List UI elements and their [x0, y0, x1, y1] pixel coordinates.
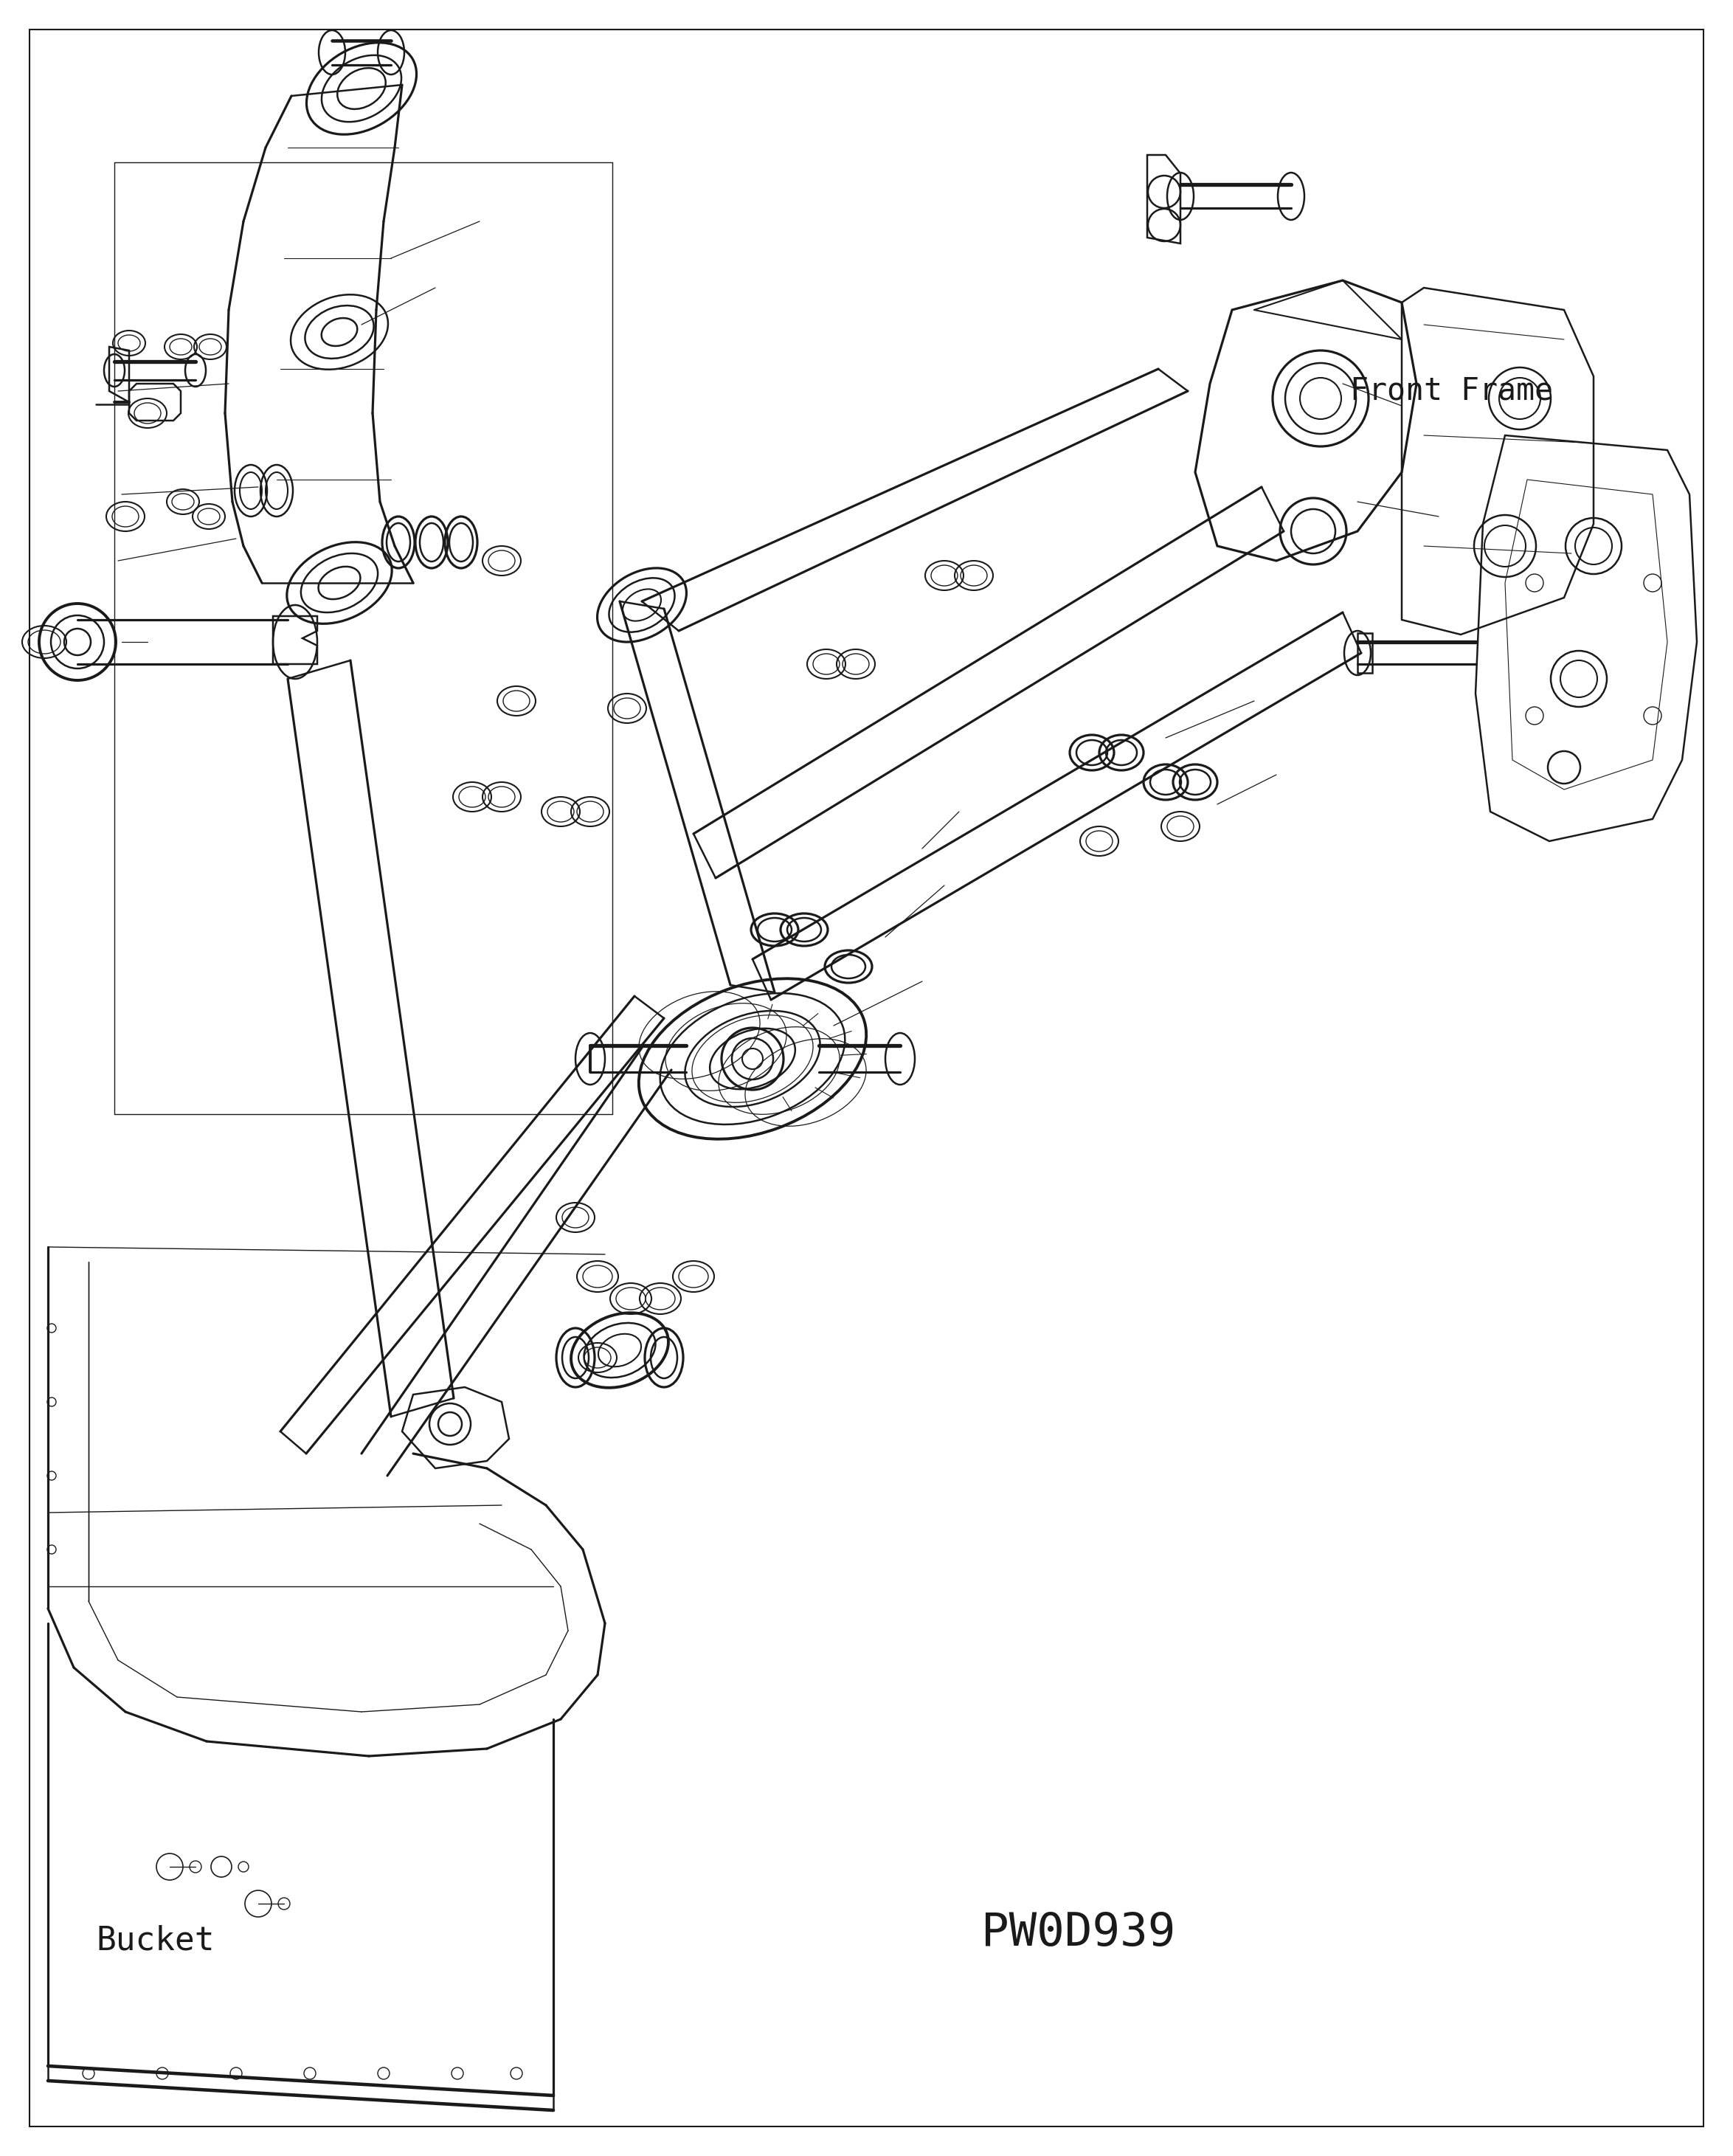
Text: Front Frame: Front Frame — [1350, 375, 1553, 407]
Text: PW0D939: PW0D939 — [981, 1910, 1175, 1955]
Text: Bucket: Bucket — [95, 1925, 215, 1955]
